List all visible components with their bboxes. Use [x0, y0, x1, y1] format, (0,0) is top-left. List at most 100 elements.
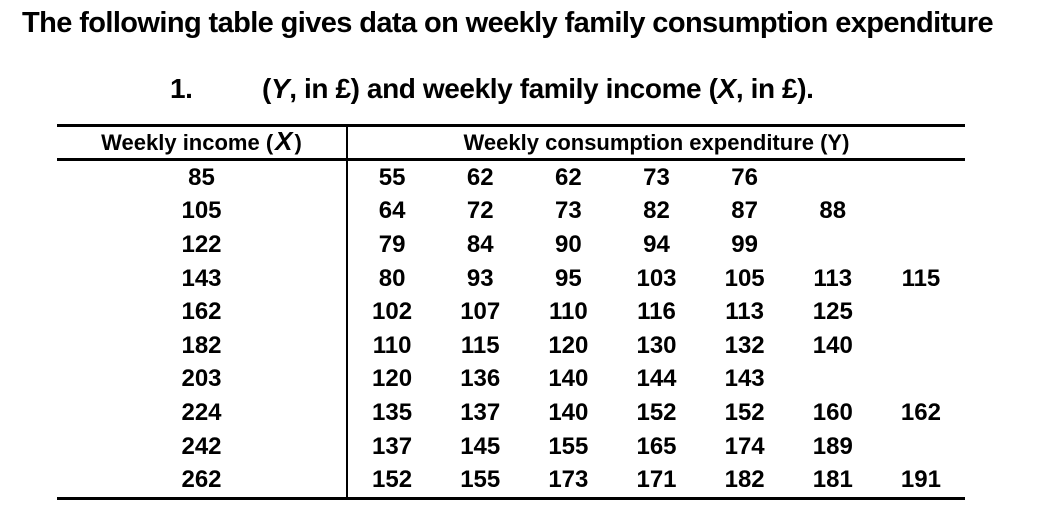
subtitle-x-variable: X	[717, 73, 737, 104]
value-cell: 137	[372, 432, 413, 460]
value-cell: 80	[378, 264, 406, 292]
value-cell: 173	[548, 466, 589, 494]
income-header-x-variable: X	[275, 126, 293, 156]
value-cell: 110	[372, 331, 412, 359]
table-body: 85 55 62 62 73 76 105 64 72 73 82 87 88 …	[57, 161, 965, 497]
value-cell: 152	[636, 398, 677, 426]
value-cell: 143	[724, 365, 765, 393]
table-row: 122 79 84 90 94 99	[57, 228, 965, 262]
value-cell	[789, 228, 877, 262]
value-cell: 113	[813, 264, 853, 292]
income-cell: 182	[57, 328, 348, 363]
income-cell: 203	[57, 362, 348, 397]
subtitle-mid: , in £) and weekly family income (	[289, 73, 718, 104]
value-cell: 64	[378, 197, 406, 225]
value-cell: 152	[724, 398, 765, 426]
table-row: 242 137 145 155 165 174 189	[57, 429, 965, 464]
value-cell: 116	[637, 298, 676, 326]
value-cell: 79	[378, 230, 406, 258]
value-cell	[789, 363, 877, 397]
value-cell: 130	[636, 331, 677, 359]
value-cell: 191	[900, 466, 941, 494]
page-title: The following table gives data on weekly…	[22, 7, 994, 39]
income-cell: 224	[57, 396, 348, 430]
value-cell: 90	[555, 230, 582, 258]
value-cell: 115	[460, 331, 500, 359]
value-cell	[789, 161, 877, 195]
value-cell	[877, 430, 965, 464]
table-row: 85 55 62 62 73 76	[57, 161, 965, 195]
value-cell: 152	[372, 466, 413, 494]
value-cell	[877, 363, 965, 397]
value-cell: 189	[812, 432, 853, 460]
value-cell: 140	[812, 331, 853, 359]
value-cell: 132	[724, 331, 765, 359]
income-cell: 105	[57, 194, 348, 229]
value-cell: 174	[724, 432, 765, 460]
value-cell: 162	[900, 398, 941, 426]
value-cell: 125	[812, 298, 853, 326]
income-header-post: )	[294, 129, 302, 155]
value-cell: 120	[548, 331, 589, 359]
income-cell: 122	[57, 228, 348, 262]
data-table: Weekly income ( X ) Weekly consumption e…	[57, 124, 965, 500]
value-cell: 137	[460, 398, 501, 426]
value-cell: 144	[636, 365, 677, 393]
value-cell: 76	[731, 163, 758, 191]
income-cell: 262	[57, 463, 348, 497]
value-cell: 155	[460, 466, 501, 494]
value-cell: 120	[372, 365, 413, 393]
table-row: 262 152 155 173 171 182 181 191	[57, 463, 965, 497]
value-cell: 105	[724, 264, 765, 292]
subtitle-pre: (	[262, 73, 271, 104]
income-cell: 242	[57, 429, 348, 464]
value-cell: 155	[548, 432, 589, 460]
value-cell: 73	[643, 163, 670, 191]
expenditure-column-header: Weekly consumption expenditure (Y)	[463, 129, 850, 155]
value-cell	[877, 295, 965, 329]
value-cell: 99	[731, 230, 758, 258]
value-cell	[877, 228, 965, 262]
value-cell: 62	[555, 163, 582, 191]
value-cell: 165	[636, 432, 677, 460]
table-row: 224 135 137 140 152 152 160 162	[57, 396, 965, 430]
value-cell: 107	[460, 298, 501, 326]
value-cell: 94	[643, 230, 670, 258]
subtitle-post: , in £).	[735, 73, 814, 104]
income-cell: 143	[57, 261, 348, 296]
income-cell: 162	[57, 295, 348, 329]
subtitle-y-variable: Y	[270, 73, 290, 104]
value-cell: 73	[555, 197, 582, 225]
table-row: 105 64 72 73 82 87 88	[57, 194, 965, 229]
table-row: 162 102 107 110 116 113 125	[57, 295, 965, 329]
value-cell: 87	[731, 197, 758, 225]
table-header-row: Weekly income ( X ) Weekly consumption e…	[57, 126, 965, 161]
value-cell: 102	[372, 298, 413, 326]
income-header-pre: Weekly income (	[101, 129, 274, 155]
value-cell: 135	[372, 398, 413, 426]
value-cell: 62	[466, 163, 494, 191]
table-row: 182 110 115 120 130 132 140	[57, 328, 965, 363]
value-cell: 181	[812, 466, 853, 494]
value-cell: 182	[724, 466, 765, 494]
value-cell	[877, 161, 965, 195]
value-cell: 136	[460, 365, 501, 393]
value-cell: 82	[643, 197, 670, 225]
value-cell	[877, 195, 965, 229]
value-cell: 140	[548, 398, 589, 426]
income-cell: 85	[57, 161, 348, 195]
value-cell	[877, 329, 965, 363]
value-cell: 140	[548, 365, 589, 393]
table-row: 203 120 136 140 144 143	[57, 362, 965, 397]
value-cell: 145	[460, 432, 501, 460]
item-number: 1.	[170, 73, 193, 104]
income-column-header: Weekly income ( X )	[57, 126, 348, 158]
value-cell: 103	[636, 264, 677, 292]
value-cell: 88	[819, 197, 847, 225]
value-cell: 113	[725, 298, 764, 326]
subtitle: (Y, in £) and weekly family income (X, i…	[262, 73, 814, 105]
value-cell: 115	[901, 264, 941, 292]
value-cell: 84	[466, 230, 494, 258]
value-cell: 160	[812, 398, 853, 426]
value-cell: 72	[466, 197, 494, 225]
